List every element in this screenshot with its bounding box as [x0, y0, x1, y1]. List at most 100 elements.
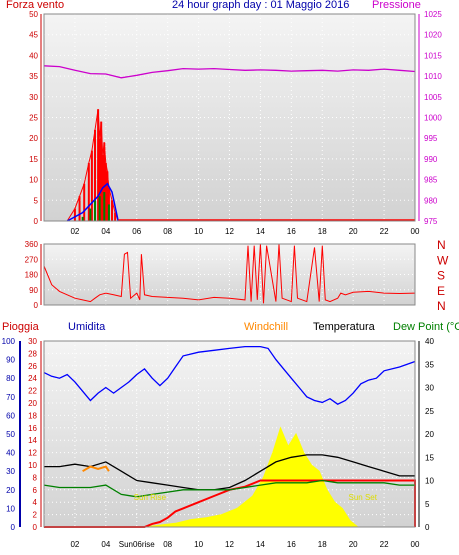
- y-tick-pressure: 990: [424, 155, 438, 164]
- wind-force-label: Forza vento: [6, 0, 65, 11]
- annotation-sunrise: Sun Rise: [134, 493, 167, 502]
- y-tick-wind: 35: [29, 72, 38, 81]
- y-tick-pressure: 985: [424, 176, 438, 185]
- y-tick-humidity: 60: [6, 411, 15, 420]
- y-tick-pressure: 1005: [424, 93, 442, 102]
- x-tick-label-bottom: 22: [380, 540, 389, 549]
- y-tick-rain: 30: [28, 337, 37, 346]
- y-tick-humidity: 10: [6, 504, 15, 513]
- y-tick-pressure: 1025: [424, 10, 442, 19]
- y-tick-rain: 28: [28, 349, 37, 358]
- page-title: 24 hour graph day : 01 Maggio 2016: [172, 0, 350, 11]
- x-tick-label: 16: [287, 227, 296, 236]
- y-tick-rain: 10: [28, 461, 37, 470]
- y-tick-rain: 14: [28, 436, 37, 445]
- y-tick-rain: 0: [33, 523, 38, 532]
- y-tick-pressure: 1015: [424, 51, 442, 60]
- y-tick-rain: 18: [28, 411, 37, 420]
- x-tick-label-bottom: 02: [70, 540, 79, 549]
- x-tick-label: 02: [70, 227, 79, 236]
- temperature-line: [44, 454, 415, 491]
- y-tick-rain: 12: [28, 449, 37, 458]
- y-tick-temperature: 0: [425, 523, 430, 532]
- y-tick-temperature: 30: [425, 384, 434, 393]
- y-tick-rain: 24: [28, 374, 37, 383]
- legend-pioggia: Pioggia: [2, 321, 39, 333]
- y-tick-direction: 90: [29, 286, 38, 295]
- y-tick-wind: 40: [29, 51, 38, 60]
- y-tick-compass: N: [437, 238, 446, 252]
- wind-avg-line: [66, 182, 119, 222]
- y-tick-pressure: 1020: [424, 31, 442, 40]
- y-tick-direction: 360: [25, 240, 39, 249]
- legend-dewpoint: Dew Point (°C: [393, 321, 459, 333]
- humidity-line: [43, 345, 416, 405]
- y-tick-wind: 0: [34, 217, 39, 226]
- y-tick-humidity: 20: [6, 486, 15, 495]
- pressure-label: Pressione: [372, 0, 421, 11]
- x-tick-label: 22: [380, 227, 389, 236]
- y-tick-temperature: 35: [425, 360, 434, 369]
- legend-windchill: Windchill: [244, 321, 289, 333]
- y-tick-compass: N: [437, 299, 446, 313]
- y-tick-pressure: 980: [424, 196, 438, 205]
- y-tick-rain: 2: [33, 511, 38, 520]
- y-tick-direction: 0: [34, 301, 39, 310]
- windchill-line: [82, 465, 110, 473]
- panel-background: [44, 244, 415, 305]
- y-tick-humidity: 0: [11, 523, 16, 532]
- y-tick-temperature: 5: [425, 500, 430, 509]
- x-tick-label-bottom: 12: [225, 540, 234, 549]
- y-tick-pressure: 975: [424, 217, 438, 226]
- y-tick-wind: 5: [34, 196, 39, 205]
- panel-border: [43, 340, 416, 528]
- y-tick-rain: 16: [28, 424, 37, 433]
- y-tick-pressure: 995: [424, 134, 438, 143]
- x-tick-label-bottom: 10: [194, 540, 203, 549]
- y-tick-pressure: 1010: [424, 72, 442, 81]
- y-tick-wind: 20: [29, 134, 38, 143]
- x-tick-label-bottom: 18: [318, 540, 327, 549]
- x-tick-label-bottom: 08: [163, 540, 172, 549]
- x-tick-label: 18: [318, 227, 327, 236]
- y-tick-wind: 30: [29, 93, 38, 102]
- x-tick-label-bottom: 04: [101, 540, 110, 549]
- y-tick-rain: 26: [28, 362, 37, 371]
- legend-umidita: Umidita: [68, 321, 106, 333]
- x-tick-label: 20: [349, 227, 358, 236]
- annotation-sunset: Sun Set: [349, 493, 378, 502]
- y-tick-humidity: 90: [6, 356, 15, 365]
- y-tick-compass: E: [437, 284, 445, 298]
- solar-area: [144, 426, 360, 528]
- y-tick-humidity: 30: [6, 467, 15, 476]
- pressure-line: [43, 65, 416, 79]
- y-tick-wind: 45: [29, 31, 38, 40]
- y-tick-rain: 6: [33, 486, 38, 495]
- wind-gust-line: [66, 109, 119, 222]
- x-tick-label: 14: [256, 227, 265, 236]
- panel-border: [43, 13, 416, 222]
- direction-line: [43, 243, 416, 304]
- y-tick-humidity: 50: [6, 430, 15, 439]
- x-tick-label-bottom: 00: [411, 540, 420, 549]
- y-tick-compass: W: [437, 253, 449, 267]
- y-tick-humidity: 40: [6, 449, 15, 458]
- y-tick-wind: 25: [29, 114, 38, 123]
- x-tick-label-bottom: 16: [287, 540, 296, 549]
- y-tick-humidity: 100: [2, 337, 16, 346]
- y-tick-temperature: 40: [425, 337, 434, 346]
- x-tick-label-bottom: 14: [256, 540, 265, 549]
- rain-total-line: [44, 479, 416, 528]
- y-tick-temperature: 25: [425, 407, 434, 416]
- y-tick-rain: 20: [28, 399, 37, 408]
- y-tick-compass: S: [437, 269, 445, 283]
- x-tick-label: 00: [411, 227, 420, 236]
- x-tick-label: 04: [101, 227, 110, 236]
- y-tick-wind: 15: [29, 155, 38, 164]
- legend-temperatura: Temperatura: [313, 321, 375, 333]
- x-tick-label-bottom: Sun06rise: [119, 540, 156, 549]
- y-tick-temperature: 15: [425, 453, 434, 462]
- y-tick-rain: 4: [33, 498, 38, 507]
